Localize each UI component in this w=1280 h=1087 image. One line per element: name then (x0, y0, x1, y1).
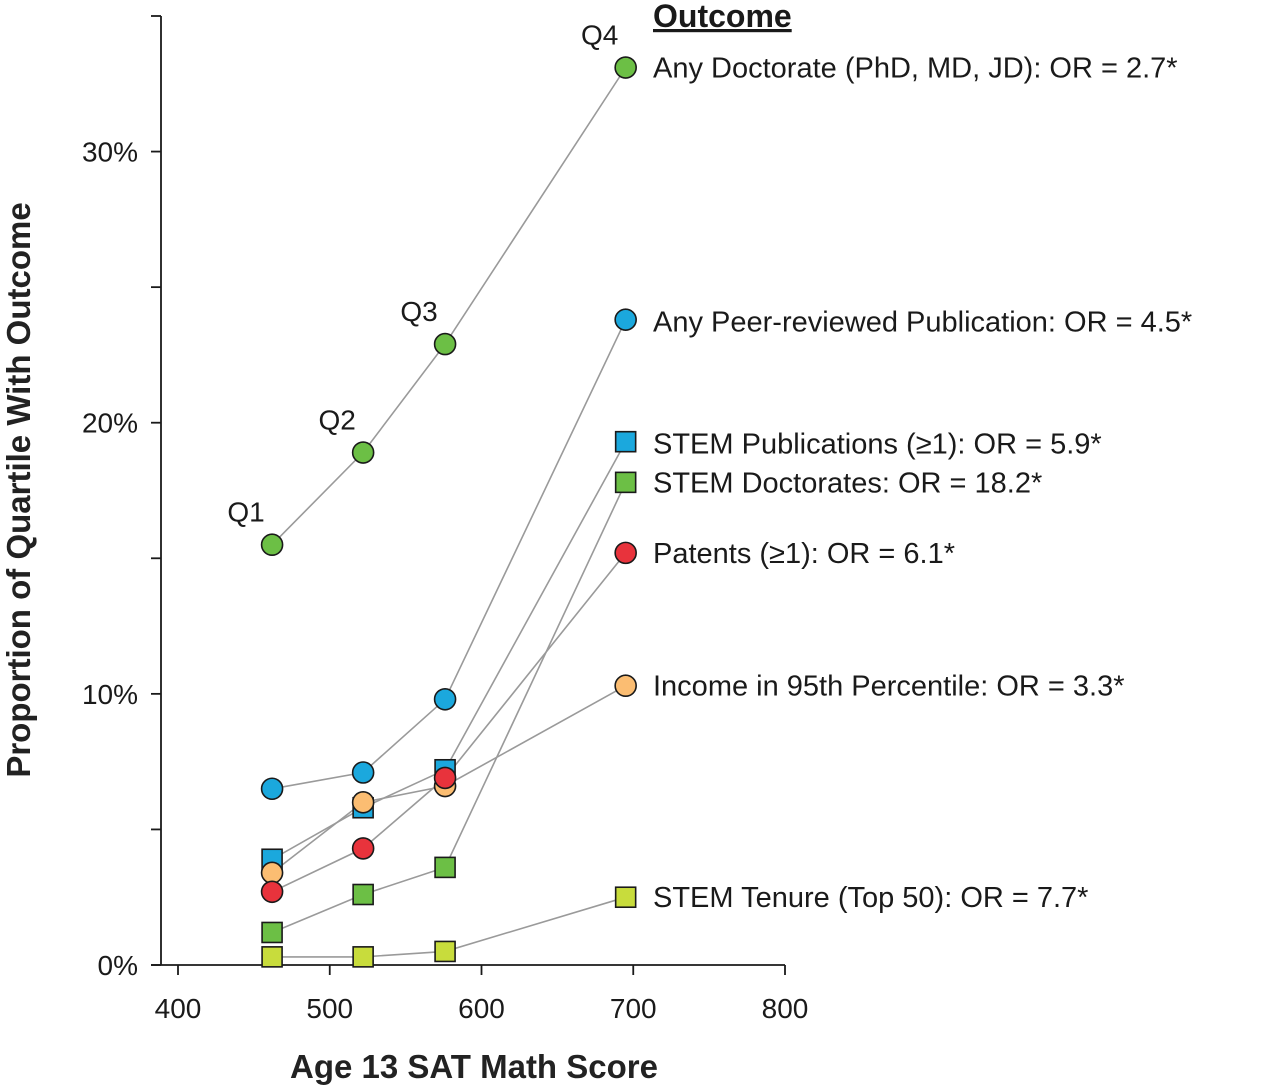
y-axis-title: Proportion of Quartile With Outcome (0, 202, 37, 777)
data-point (434, 856, 456, 879)
series-line-5 (271, 685, 627, 874)
y-tick-label: 20% (82, 408, 138, 439)
x-tick-label: 500 (306, 993, 353, 1024)
series-line-3 (271, 482, 627, 934)
data-point (433, 687, 457, 711)
data-point (433, 332, 457, 356)
series-line-4 (271, 552, 627, 893)
series-line-1 (271, 319, 627, 790)
x-tick-label: 700 (610, 993, 657, 1024)
series-line-2 (271, 441, 627, 860)
series-label: Any Doctorate (PhD, MD, JD): OR = 2.7* (653, 53, 1178, 85)
series-label: Income in 95th Percentile: OR = 3.3* (653, 671, 1125, 703)
data-point (261, 921, 283, 944)
x-tick-label: 600 (458, 993, 505, 1024)
series-label: Patents (≥1): OR = 6.1* (653, 538, 955, 570)
series-label: STEM Doctorates: OR = 18.2* (653, 467, 1042, 499)
data-point (352, 946, 374, 968)
series-line-0 (271, 67, 627, 546)
quartile-label: Q3 (400, 296, 437, 327)
data-point (614, 541, 637, 565)
y-tick-label: 30% (82, 137, 138, 168)
data-point (351, 791, 375, 814)
data-point (614, 674, 637, 698)
data-point (260, 861, 284, 885)
data-point (434, 940, 456, 963)
y-tick-label: 0% (98, 950, 138, 981)
series-label: STEM Publications (≥1): OR = 5.9* (653, 429, 1102, 461)
data-point (614, 471, 637, 494)
x-axis-title: Age 13 SAT Math Score (290, 1048, 658, 1085)
data-point (260, 533, 284, 557)
data-point (614, 56, 637, 79)
data-point (614, 430, 637, 453)
series-line-6 (272, 896, 626, 958)
data-point (614, 308, 637, 331)
series-label: Any Peer-reviewed Publication: OR = 4.5* (653, 307, 1192, 339)
quartile-label: Q4 (581, 20, 618, 51)
data-point (260, 880, 284, 904)
quartile-label: Q1 (227, 497, 264, 528)
legend-title: Outcome (653, 0, 792, 34)
data-point (614, 886, 637, 909)
axes: 0% 10% 20% 30% 400 500 600 700 800 (82, 15, 809, 1024)
data-point (351, 761, 375, 784)
data-point (261, 946, 283, 968)
series-labels: Any Doctorate (PhD, MD, JD): OR = 2.7* An… (227, 20, 1192, 915)
series-connectors (271, 67, 627, 958)
data-point (260, 777, 284, 801)
x-tick-label: 400 (155, 993, 202, 1024)
series-markers (260, 56, 637, 968)
data-point (351, 837, 375, 860)
y-tick-label: 10% (82, 679, 138, 710)
quartile-label: Q2 (318, 405, 355, 436)
x-tick-label: 800 (762, 993, 809, 1024)
data-point (352, 883, 374, 906)
series-label: STEM Tenure (Top 50): OR = 7.7* (653, 882, 1088, 914)
data-point (351, 441, 375, 464)
data-point (433, 766, 457, 790)
